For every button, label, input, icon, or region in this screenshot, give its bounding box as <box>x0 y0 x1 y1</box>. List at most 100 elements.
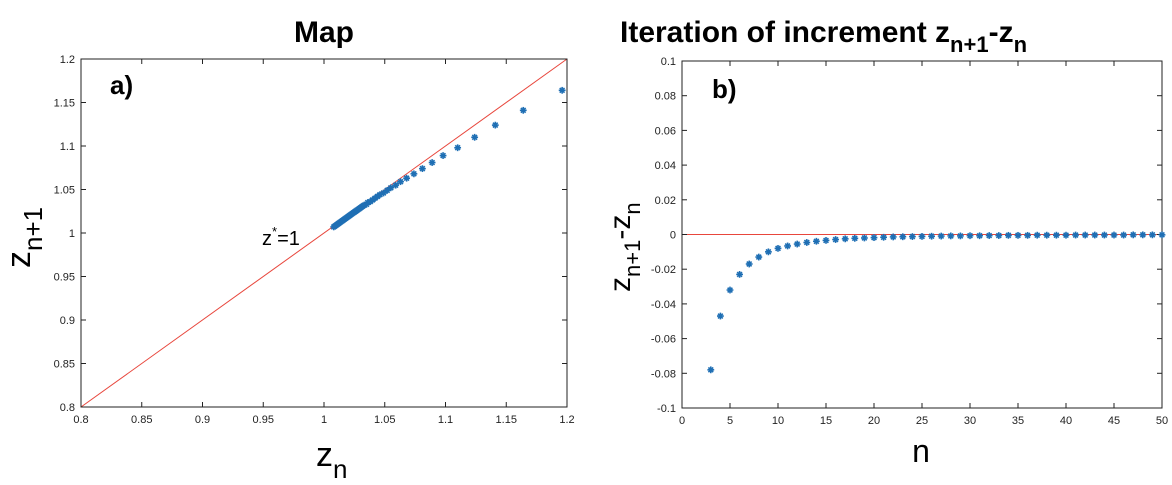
data-point <box>1024 231 1031 239</box>
data-point <box>976 232 983 240</box>
panel-tag: b) <box>712 74 737 104</box>
data-point <box>899 233 907 241</box>
data-point <box>419 165 426 173</box>
data-point <box>558 86 566 94</box>
data-point <box>397 178 404 186</box>
data-point <box>947 232 955 240</box>
data-point <box>330 223 338 231</box>
data-point <box>995 232 1003 239</box>
x-axis-label: n <box>912 433 930 469</box>
data-point <box>717 312 724 320</box>
y-tick-label: -0.1 <box>657 403 676 415</box>
data-point <box>1120 231 1127 239</box>
data-point <box>1005 231 1012 239</box>
x-tick-label: 0.85 <box>131 414 152 426</box>
chart-title: Map <box>294 16 354 49</box>
x-tick-label: 0.8 <box>73 414 88 426</box>
data-point <box>784 242 791 250</box>
y-tick-label: 0.1 <box>661 56 676 68</box>
data-point <box>383 186 391 194</box>
data-point <box>392 181 400 189</box>
data-point <box>1014 231 1022 239</box>
x-tick-label: 5 <box>727 415 733 427</box>
x-tick-label: 50 <box>1156 415 1168 427</box>
data-point <box>909 233 916 240</box>
data-point <box>985 232 993 239</box>
y-tick-label: 1.05 <box>54 185 75 197</box>
data-point <box>803 239 811 246</box>
y-tick-label: -0.04 <box>651 299 676 311</box>
data-point <box>1110 231 1118 239</box>
y-tick-label: 0.08 <box>655 91 676 103</box>
data-point <box>841 235 849 243</box>
y-tick-label: 0.85 <box>54 359 75 371</box>
x-tick-label: 10 <box>772 415 784 427</box>
y-tick-label: 0 <box>670 230 676 242</box>
data-point <box>889 233 897 241</box>
data-point <box>851 234 859 242</box>
data-point <box>870 234 878 242</box>
data-point <box>491 121 499 129</box>
x-tick-label: 15 <box>820 415 832 427</box>
data-point <box>937 232 945 240</box>
data-point <box>822 236 830 244</box>
data-point <box>1081 231 1089 239</box>
map-chart: Map 0.8 0.85 0.9 0.95 1 1.05 1.1 1.15 1.2 0.8 0.85… <box>0 16 575 484</box>
y-tick-label: 1.15 <box>54 98 75 110</box>
data-point <box>1062 231 1070 239</box>
increment-chart: Iteration of increment zn+1-zn 0 5 10 15 20 2… <box>604 16 1168 469</box>
data-point <box>707 366 715 374</box>
data-point <box>928 232 935 240</box>
x-tick-label: 30 <box>964 415 976 427</box>
plot-area: 0 5 10 15 20 25 30 35 40 45 50 -0.1 -0.08 -0.06 -0.04 -… <box>651 56 1168 427</box>
data-point <box>1091 231 1099 239</box>
data-point <box>957 232 964 240</box>
data-point <box>1149 231 1156 239</box>
data-point <box>439 152 447 159</box>
data-point <box>880 233 887 241</box>
data-point <box>966 232 974 240</box>
y-tick-label: -0.08 <box>651 368 676 380</box>
y-axis-label: zn+1-zn <box>604 202 645 292</box>
data-point <box>403 174 411 182</box>
x-tick-label: 1.15 <box>496 414 517 426</box>
y-tick-label: 0.9 <box>60 315 75 327</box>
x-tick-label: 40 <box>1060 415 1072 427</box>
data-point <box>765 248 772 256</box>
y-tick-label: -0.02 <box>651 264 676 276</box>
data-point <box>832 236 839 243</box>
x-tick-label: 0.95 <box>253 414 274 426</box>
data-point <box>793 240 801 248</box>
data-point <box>410 170 418 178</box>
data-point <box>1139 231 1147 239</box>
x-tick-label: 1.05 <box>374 414 395 426</box>
y-tick-label: 1.2 <box>60 54 75 66</box>
panel-tag: a) <box>110 70 133 100</box>
x-tick-label: 0 <box>679 415 685 427</box>
data-point <box>774 244 782 252</box>
y-tick-label: 0.04 <box>655 160 676 172</box>
reference-line <box>80 58 568 408</box>
data-point <box>1129 231 1137 239</box>
y-tick-label: -0.06 <box>651 334 676 346</box>
x-tick-label: 25 <box>916 415 928 427</box>
data-point <box>813 237 820 245</box>
data-point <box>726 286 734 294</box>
y-axis-label: zn+1 <box>0 207 48 268</box>
data-point <box>454 144 462 152</box>
data-point <box>1072 231 1079 239</box>
data-point <box>387 184 395 192</box>
x-tick-label: 0.9 <box>195 414 210 426</box>
y-tick-label: 1 <box>69 228 75 240</box>
y-tick-label: 0.8 <box>60 402 75 414</box>
data-point <box>745 260 753 268</box>
chart-title: Iteration of increment zn+1-zn <box>620 16 1027 57</box>
data-point <box>519 106 527 114</box>
x-tick-label: 20 <box>868 415 880 427</box>
fixed-point-annotation: z*=1 <box>262 224 300 250</box>
y-tick-label: 0.95 <box>54 272 75 284</box>
data-point <box>1101 231 1108 239</box>
x-tick-label: 1.2 <box>559 414 574 426</box>
data-point <box>755 253 763 261</box>
